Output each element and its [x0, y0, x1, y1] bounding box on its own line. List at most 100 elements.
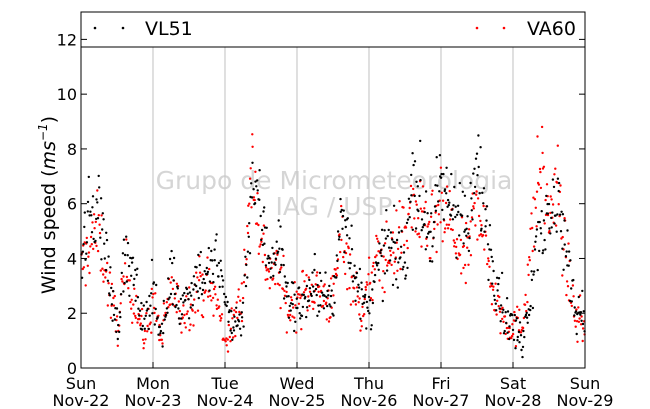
- point-va60: [259, 243, 262, 246]
- x-tick-day: Sun: [66, 374, 96, 393]
- point-vl51: [277, 219, 280, 222]
- point-vl51: [105, 231, 108, 234]
- point-vl51: [266, 257, 269, 260]
- point-va60: [237, 288, 240, 291]
- point-va60: [95, 244, 98, 248]
- point-va60: [367, 273, 370, 276]
- point-vl51: [468, 236, 471, 240]
- point-vl51: [180, 313, 184, 316]
- point-va60: [467, 263, 470, 266]
- data-points: [80, 125, 586, 359]
- y-tick-label: 12: [57, 30, 77, 49]
- point-va60: [212, 287, 216, 291]
- point-va60: [211, 296, 215, 300]
- point-vl51: [103, 242, 106, 245]
- point-vl51: [436, 184, 439, 187]
- point-vl51: [291, 302, 294, 306]
- point-vl51: [505, 297, 509, 300]
- point-va60: [154, 292, 157, 295]
- legend-marker-va60-b: [502, 26, 506, 30]
- point-vl51: [170, 249, 173, 253]
- point-va60: [316, 271, 319, 274]
- point-vl51: [84, 258, 87, 261]
- point-vl51: [363, 295, 366, 299]
- point-vl51: [348, 237, 351, 240]
- point-va60: [286, 313, 290, 317]
- point-va60: [481, 234, 485, 237]
- point-va60: [209, 294, 212, 298]
- point-va60: [565, 293, 568, 297]
- point-va60: [462, 244, 466, 248]
- plot-frame: [80, 11, 586, 369]
- point-va60: [402, 206, 405, 209]
- point-va60: [545, 183, 549, 186]
- point-vl51: [134, 299, 137, 302]
- point-vl51: [238, 327, 242, 330]
- point-vl51: [172, 256, 176, 260]
- point-vl51: [292, 281, 295, 285]
- point-vl51: [171, 303, 174, 306]
- point-vl51: [316, 314, 319, 317]
- point-va60: [501, 317, 504, 321]
- point-vl51: [550, 216, 553, 220]
- point-vl51: [553, 222, 556, 225]
- point-va60: [577, 320, 581, 323]
- point-va60: [519, 331, 523, 334]
- point-vl51: [360, 281, 363, 284]
- point-va60: [82, 266, 86, 269]
- point-vl51: [351, 280, 355, 283]
- point-va60: [441, 240, 444, 243]
- point-vl51: [98, 186, 101, 189]
- point-vl51: [91, 206, 94, 209]
- point-vl51: [140, 301, 143, 305]
- point-va60: [285, 290, 288, 294]
- point-vl51: [559, 230, 563, 233]
- point-vl51: [85, 241, 89, 244]
- point-vl51: [533, 248, 537, 251]
- point-vl51: [145, 309, 149, 312]
- point-va60: [369, 281, 372, 285]
- point-vl51: [514, 347, 517, 350]
- point-va60: [407, 212, 410, 216]
- point-va60: [106, 261, 109, 265]
- point-va60: [437, 203, 440, 207]
- point-vl51: [551, 178, 555, 181]
- point-va60: [396, 247, 400, 251]
- point-vl51: [256, 189, 259, 192]
- point-va60: [260, 240, 263, 243]
- point-va60: [353, 287, 356, 290]
- point-vl51: [517, 330, 521, 334]
- point-vl51: [515, 317, 519, 320]
- point-vl51: [529, 304, 532, 308]
- point-vl51: [535, 228, 539, 231]
- point-va60: [332, 294, 335, 297]
- point-va60: [112, 296, 115, 300]
- point-va60: [125, 238, 128, 241]
- point-vl51: [353, 264, 356, 267]
- point-vl51: [240, 311, 243, 314]
- point-vl51: [377, 261, 380, 265]
- point-va60: [495, 313, 498, 316]
- x-tick-date: Nov-29: [557, 391, 614, 409]
- point-va60: [381, 286, 384, 289]
- point-vl51: [558, 213, 562, 216]
- point-vl51: [386, 234, 389, 238]
- point-va60: [440, 191, 443, 194]
- point-vl51: [197, 253, 200, 257]
- point-vl51: [243, 274, 246, 277]
- point-vl51: [349, 261, 352, 265]
- point-vl51: [167, 298, 170, 301]
- y-tick-label: 6: [67, 195, 77, 214]
- point-va60: [319, 289, 323, 293]
- point-vl51: [501, 311, 504, 314]
- point-vl51: [350, 248, 354, 251]
- point-vl51: [285, 295, 288, 298]
- point-vl51: [268, 256, 271, 260]
- point-vl51: [544, 248, 547, 251]
- point-vl51: [403, 261, 407, 264]
- point-vl51: [279, 225, 282, 228]
- point-vl51: [104, 268, 108, 272]
- point-vl51: [430, 212, 433, 215]
- point-va60: [561, 274, 564, 277]
- point-va60: [140, 314, 143, 318]
